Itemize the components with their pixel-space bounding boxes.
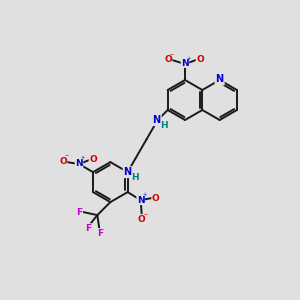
Text: N: N: [124, 167, 132, 177]
Text: N: N: [137, 196, 145, 205]
Text: O: O: [59, 157, 67, 166]
Text: $^-$: $^-$: [168, 52, 174, 58]
Text: O: O: [196, 55, 204, 64]
Text: N: N: [181, 58, 189, 68]
Text: N: N: [153, 115, 161, 125]
Text: $^+$: $^+$: [141, 193, 148, 199]
Text: H: H: [131, 172, 139, 182]
Text: N: N: [216, 74, 224, 85]
Text: F: F: [76, 208, 83, 217]
Text: $^+$: $^+$: [79, 156, 86, 162]
Text: H: H: [160, 121, 167, 130]
Text: F: F: [97, 229, 103, 238]
Text: N: N: [75, 159, 83, 168]
Text: O: O: [138, 214, 146, 224]
Text: F: F: [85, 224, 92, 232]
Text: O: O: [89, 154, 97, 164]
Text: O: O: [152, 194, 160, 202]
Text: $^+$: $^+$: [185, 57, 192, 63]
Text: $^-$: $^-$: [63, 153, 69, 159]
Text: $^-$: $^-$: [142, 212, 149, 218]
Text: O: O: [164, 55, 172, 64]
